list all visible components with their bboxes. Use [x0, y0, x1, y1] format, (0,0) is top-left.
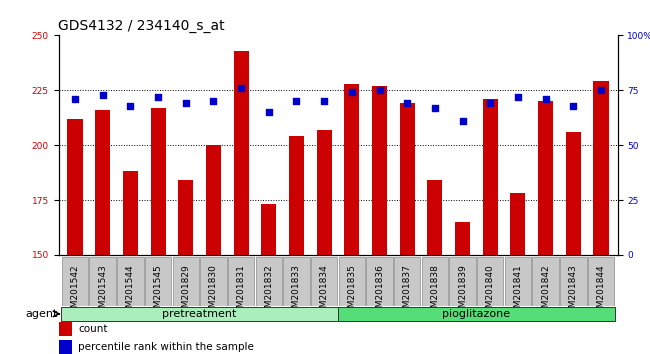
Bar	[68, 119, 83, 255]
FancyBboxPatch shape	[172, 257, 199, 306]
Point	[513, 94, 523, 100]
Text: percentile rank within the sample: percentile rank within the sample	[78, 342, 254, 352]
Point	[153, 94, 163, 100]
Text: GSM201834: GSM201834	[320, 264, 329, 319]
FancyBboxPatch shape	[145, 257, 172, 306]
Text: GSM201843: GSM201843	[569, 264, 578, 319]
Text: pretreatment: pretreatment	[162, 309, 237, 319]
Point	[70, 96, 81, 102]
Bar	[427, 180, 443, 255]
Bar	[123, 171, 138, 255]
Text: GSM201835: GSM201835	[347, 264, 356, 319]
FancyBboxPatch shape	[422, 257, 448, 306]
Text: GSM201542: GSM201542	[71, 264, 79, 319]
Point	[98, 92, 108, 97]
Point	[181, 101, 191, 106]
FancyBboxPatch shape	[117, 257, 144, 306]
Text: GDS4132 / 234140_s_at: GDS4132 / 234140_s_at	[58, 19, 225, 33]
Text: GSM201829: GSM201829	[181, 264, 190, 319]
Point	[595, 87, 606, 93]
Bar	[95, 110, 110, 255]
FancyBboxPatch shape	[366, 257, 393, 306]
Bar	[58, 322, 72, 336]
Point	[540, 96, 551, 102]
Bar	[151, 108, 166, 255]
Text: GSM201545: GSM201545	[153, 264, 162, 319]
FancyBboxPatch shape	[339, 257, 365, 306]
Point	[458, 118, 468, 124]
Point	[236, 85, 246, 91]
Bar	[178, 180, 194, 255]
FancyBboxPatch shape	[62, 257, 88, 306]
Text: GSM201544: GSM201544	[126, 264, 135, 319]
Bar	[400, 103, 415, 255]
Point	[264, 109, 274, 115]
Text: count: count	[78, 324, 107, 334]
Point	[291, 98, 302, 104]
Point	[485, 101, 495, 106]
Bar	[206, 145, 221, 255]
Text: GSM201830: GSM201830	[209, 264, 218, 319]
Text: agent: agent	[25, 309, 58, 319]
Point	[430, 105, 440, 111]
Text: pioglitazone: pioglitazone	[442, 309, 510, 319]
FancyBboxPatch shape	[394, 257, 421, 306]
Point	[208, 98, 218, 104]
Text: GSM201839: GSM201839	[458, 264, 467, 319]
Bar	[455, 222, 470, 255]
FancyBboxPatch shape	[504, 257, 531, 306]
Bar	[344, 84, 359, 255]
Text: GSM201842: GSM201842	[541, 264, 550, 319]
Bar	[261, 204, 276, 255]
Point	[402, 101, 412, 106]
FancyBboxPatch shape	[311, 257, 337, 306]
Bar	[482, 99, 498, 255]
Point	[125, 103, 136, 108]
Point	[374, 87, 385, 93]
Text: GSM201831: GSM201831	[237, 264, 246, 319]
FancyBboxPatch shape	[588, 257, 614, 306]
Text: GSM201841: GSM201841	[514, 264, 523, 319]
Bar	[233, 51, 249, 255]
FancyBboxPatch shape	[449, 257, 476, 306]
FancyBboxPatch shape	[90, 257, 116, 306]
Bar	[289, 136, 304, 255]
Point	[568, 103, 578, 108]
Point	[346, 90, 357, 95]
Point	[319, 98, 330, 104]
FancyBboxPatch shape	[200, 257, 227, 306]
FancyBboxPatch shape	[338, 307, 615, 321]
FancyBboxPatch shape	[255, 257, 282, 306]
Text: GSM201833: GSM201833	[292, 264, 301, 319]
Bar	[372, 86, 387, 255]
Bar	[566, 132, 581, 255]
FancyBboxPatch shape	[532, 257, 559, 306]
Text: GSM201543: GSM201543	[98, 264, 107, 319]
Bar	[510, 193, 525, 255]
Bar	[58, 340, 72, 354]
Text: GSM201836: GSM201836	[375, 264, 384, 319]
Text: GSM201844: GSM201844	[597, 264, 605, 319]
Text: GSM201840: GSM201840	[486, 264, 495, 319]
Text: GSM201838: GSM201838	[430, 264, 439, 319]
FancyBboxPatch shape	[283, 257, 310, 306]
Text: GSM201837: GSM201837	[403, 264, 411, 319]
FancyBboxPatch shape	[61, 307, 338, 321]
Bar	[538, 101, 553, 255]
FancyBboxPatch shape	[228, 257, 254, 306]
FancyBboxPatch shape	[560, 257, 586, 306]
Bar	[593, 81, 608, 255]
Bar	[317, 130, 332, 255]
FancyBboxPatch shape	[477, 257, 504, 306]
Text: GSM201832: GSM201832	[265, 264, 273, 319]
